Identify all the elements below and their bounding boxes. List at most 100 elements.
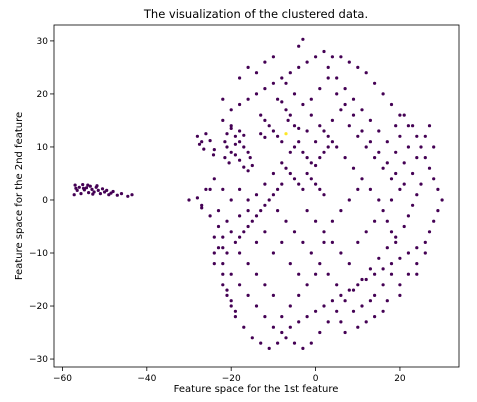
data-point-cluster-0 <box>318 187 322 191</box>
data-point-cluster-0 <box>271 193 275 197</box>
data-point-cluster-0 <box>436 209 440 213</box>
data-point-cluster-0 <box>339 108 343 112</box>
data-point-cluster-0 <box>343 330 347 335</box>
data-point-cluster-0 <box>364 71 368 75</box>
data-point-cluster-0 <box>309 161 313 165</box>
data-point-cluster-0 <box>356 240 360 244</box>
data-point-cluster-0 <box>288 325 292 329</box>
data-point-cluster-0 <box>335 309 339 313</box>
data-point-cluster-0 <box>385 219 389 223</box>
data-point-cluster-0 <box>100 187 105 191</box>
data-point-cluster-0 <box>301 150 305 154</box>
data-point-cluster-0 <box>280 330 284 335</box>
data-point-cluster-0 <box>221 97 225 101</box>
data-point-cluster-0 <box>406 124 410 128</box>
data-point-cluster-0 <box>288 262 292 266</box>
data-point-cluster-0 <box>314 182 318 186</box>
x-axis-ticks: −60 −40 −20 0 20 <box>53 367 406 384</box>
data-point-cluster-0 <box>305 283 309 287</box>
data-point-cluster-0 <box>377 256 381 260</box>
data-point-cluster-0 <box>347 198 351 202</box>
data-point-cluster-0 <box>280 140 284 144</box>
y-tick-label: 0 <box>42 196 48 206</box>
data-point-cluster-0 <box>288 171 292 176</box>
data-point-cluster-0 <box>280 76 284 80</box>
data-point-cluster-0 <box>339 320 343 324</box>
data-point-cluster-0 <box>364 277 368 282</box>
data-point-cluster-0 <box>271 81 275 85</box>
data-point-cluster-0 <box>356 283 360 287</box>
data-point-cluster-0 <box>432 219 436 223</box>
data-point-cluster-0 <box>326 76 330 80</box>
data-point-cluster-0 <box>288 71 292 75</box>
data-point-cluster-0 <box>267 198 271 202</box>
data-point-cluster-0 <box>254 92 259 96</box>
data-point-cluster-0 <box>360 177 364 181</box>
data-point-cluster-0 <box>335 145 339 149</box>
data-point-cluster-0 <box>339 209 343 213</box>
data-point-cluster-0 <box>73 183 77 187</box>
data-point-cluster-0 <box>432 177 436 181</box>
data-point-cluster-0 <box>436 187 440 191</box>
data-point-cluster-0 <box>402 224 406 229</box>
data-point-cluster-0 <box>288 113 292 117</box>
data-point-cluster-0 <box>263 203 267 207</box>
data-point-cluster-0 <box>305 315 309 319</box>
data-point-cluster-0 <box>259 113 263 117</box>
scatter-points <box>72 37 444 350</box>
data-point-cluster-0 <box>286 118 290 122</box>
data-point-cluster-0 <box>276 187 280 191</box>
data-point-cluster-0 <box>297 126 301 130</box>
data-point-cluster-0 <box>347 288 351 292</box>
data-point-cluster-0 <box>238 235 242 239</box>
data-point-cluster-0 <box>415 134 419 138</box>
data-point-cluster-0 <box>318 262 322 266</box>
data-point-cluster-0 <box>229 124 233 128</box>
data-point-cluster-0 <box>322 49 326 54</box>
data-point-cluster-0 <box>381 209 385 213</box>
data-point-cluster-0 <box>271 251 275 255</box>
data-point-cluster-0 <box>309 177 313 181</box>
data-point-cluster-0 <box>364 145 368 149</box>
data-point-cluster-0 <box>246 198 250 202</box>
data-point-cluster-0 <box>254 272 259 276</box>
y-tick-label: −10 <box>29 249 48 259</box>
data-point-cluster-0 <box>238 158 242 162</box>
data-point-cluster-0 <box>402 182 406 186</box>
data-point-cluster-0 <box>197 142 202 146</box>
data-point-cluster-0 <box>263 182 267 186</box>
data-point-cluster-0 <box>415 156 419 160</box>
data-point-cluster-0 <box>314 272 318 276</box>
data-point-cluster-0 <box>398 293 402 297</box>
data-point-cluster-0 <box>364 230 368 234</box>
data-point-cluster-0 <box>250 219 254 223</box>
data-point-cluster-0 <box>368 140 372 144</box>
data-point-cluster-0 <box>246 65 250 69</box>
data-point-cluster-0 <box>318 156 322 160</box>
data-point-cluster-0 <box>225 251 229 255</box>
data-point-cluster-0 <box>271 55 275 59</box>
data-point-cluster-0 <box>208 139 212 143</box>
data-point-cluster-0 <box>427 166 432 170</box>
data-point-cluster-0 <box>297 140 301 144</box>
data-point-cluster-0 <box>330 140 334 144</box>
data-point-cluster-0 <box>385 161 389 165</box>
data-point-cluster-0 <box>233 240 237 244</box>
data-point-cluster-0 <box>322 129 326 133</box>
data-point-cluster-0 <box>415 262 419 266</box>
data-point-cluster-0 <box>267 346 271 350</box>
data-point-cluster-0 <box>419 182 423 186</box>
data-point-cluster-0 <box>322 230 326 234</box>
data-point-cluster-0 <box>389 262 394 266</box>
data-point-cluster-0 <box>115 193 119 197</box>
data-point-cluster-0 <box>91 192 95 196</box>
data-point-cluster-0 <box>280 182 284 186</box>
data-point-cluster-0 <box>301 240 305 244</box>
data-point-cluster-0 <box>225 288 229 292</box>
data-point-cluster-0 <box>254 304 259 308</box>
data-point-cluster-0 <box>427 230 432 234</box>
data-point-cluster-0 <box>301 37 305 41</box>
data-point-cluster-0 <box>90 187 94 191</box>
data-point-cluster-0 <box>195 134 199 138</box>
data-point-cluster-0 <box>314 55 318 59</box>
